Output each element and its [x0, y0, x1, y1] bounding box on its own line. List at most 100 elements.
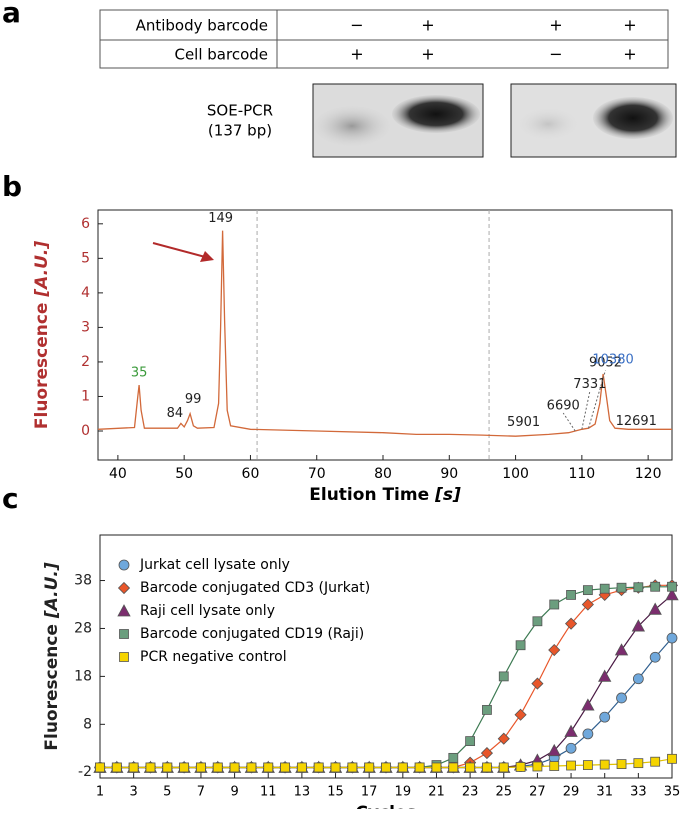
- marker: [598, 669, 612, 682]
- x-tick-label: 3: [130, 785, 138, 800]
- gel-band: [593, 97, 673, 139]
- gel-band: [314, 106, 390, 146]
- x-tick-label: 31: [596, 785, 613, 800]
- marker: [531, 677, 544, 690]
- y-tick-label: 6: [81, 216, 90, 232]
- marker: [650, 756, 661, 767]
- legend-label: Jurkat cell lysate only: [139, 557, 290, 573]
- sign: −: [549, 45, 562, 64]
- marker: [633, 582, 644, 593]
- sign: +: [623, 16, 636, 35]
- marker: [614, 643, 629, 656]
- x-tick-label: 33: [630, 785, 647, 800]
- panel-label: b: [2, 170, 22, 203]
- marker: [465, 736, 476, 746]
- gel-label: (137 bp): [208, 122, 272, 140]
- marker: [581, 698, 595, 711]
- x-axis-unit: [s]: [434, 485, 461, 505]
- arrow: [152, 242, 210, 259]
- x-axis-label: Cycles: [355, 803, 416, 809]
- x-tick-label: 23: [462, 785, 479, 800]
- marker: [482, 762, 492, 773]
- legend-marker: [117, 581, 131, 595]
- table-box: [99, 9, 669, 69]
- marker: [665, 588, 679, 601]
- y-tick-label: 4: [81, 285, 90, 301]
- marker: [414, 762, 425, 773]
- x-tick-label: 11: [260, 785, 277, 800]
- legend-marker: [119, 652, 129, 662]
- marker: [330, 762, 341, 773]
- panel-label: c: [2, 482, 19, 515]
- legend-label: Barcode conjugated CD3 (Jurkat): [140, 580, 370, 596]
- x-tick-label: 15: [327, 785, 344, 800]
- marker: [649, 651, 661, 663]
- marker: [599, 711, 611, 723]
- peak-label: 99: [185, 392, 202, 407]
- x-tick-label: 21: [428, 785, 445, 800]
- y-tick-label: 8: [83, 716, 92, 732]
- marker: [448, 752, 459, 763]
- marker: [616, 692, 627, 704]
- peak-label: 6690: [547, 398, 580, 413]
- sign: +: [350, 45, 363, 64]
- marker: [667, 581, 677, 592]
- leader-line: [581, 391, 591, 430]
- x-tick-label: 100: [502, 466, 529, 482]
- plot-frame: [99, 534, 673, 779]
- marker: [547, 743, 561, 757]
- marker: [280, 762, 290, 773]
- x-tick-label: 27: [529, 785, 546, 800]
- y-tick-label: -2: [78, 764, 92, 780]
- marker: [548, 643, 561, 657]
- y-tick-label: 5: [81, 250, 90, 266]
- x-tick-label: 5: [163, 785, 171, 800]
- marker: [480, 747, 494, 760]
- gel-band: [518, 108, 578, 140]
- marker: [667, 753, 677, 764]
- x-tick-label: 120: [635, 466, 662, 482]
- peak-label: 10380: [592, 353, 633, 368]
- marker: [566, 590, 576, 600]
- marker: [599, 583, 610, 594]
- y-tick-label: 38: [74, 573, 92, 589]
- y-tick-label: 28: [74, 620, 92, 636]
- marker: [162, 762, 173, 773]
- marker: [565, 742, 577, 754]
- marker: [498, 762, 509, 773]
- arrow-head: [200, 251, 214, 262]
- y-tick-label: 18: [74, 668, 92, 684]
- marker: [497, 732, 510, 745]
- x-tick-label: 50: [175, 466, 193, 482]
- legend-label: Barcode conjugated CD19 (Raji): [140, 626, 364, 642]
- marker: [581, 598, 594, 611]
- marker: [212, 762, 223, 773]
- sign: −: [350, 16, 363, 35]
- marker: [532, 616, 543, 627]
- x-tick-label: 9: [230, 785, 238, 800]
- marker: [616, 759, 627, 770]
- marker: [631, 619, 646, 632]
- marker: [648, 602, 662, 615]
- marker: [246, 762, 257, 773]
- x-tick-label: 90: [440, 466, 458, 482]
- marker: [111, 762, 122, 773]
- x-tick-label: 25: [495, 785, 512, 800]
- legend-marker: [119, 629, 129, 639]
- peak-label: 9052: [589, 356, 622, 371]
- x-axis-label-text: Elution Time: [309, 485, 429, 505]
- y-axis-label-text: Fluorescence: [42, 624, 62, 751]
- peak-label: 5901: [507, 415, 540, 430]
- x-tick-label: 17: [361, 785, 378, 800]
- marker: [498, 671, 509, 682]
- marker: [128, 762, 139, 773]
- marker: [263, 762, 274, 773]
- sign: +: [549, 16, 562, 35]
- marker: [95, 762, 105, 773]
- x-tick-label: 1: [96, 785, 104, 800]
- peak-label: 35: [131, 366, 148, 381]
- legend-marker: [117, 604, 131, 617]
- marker: [313, 762, 324, 773]
